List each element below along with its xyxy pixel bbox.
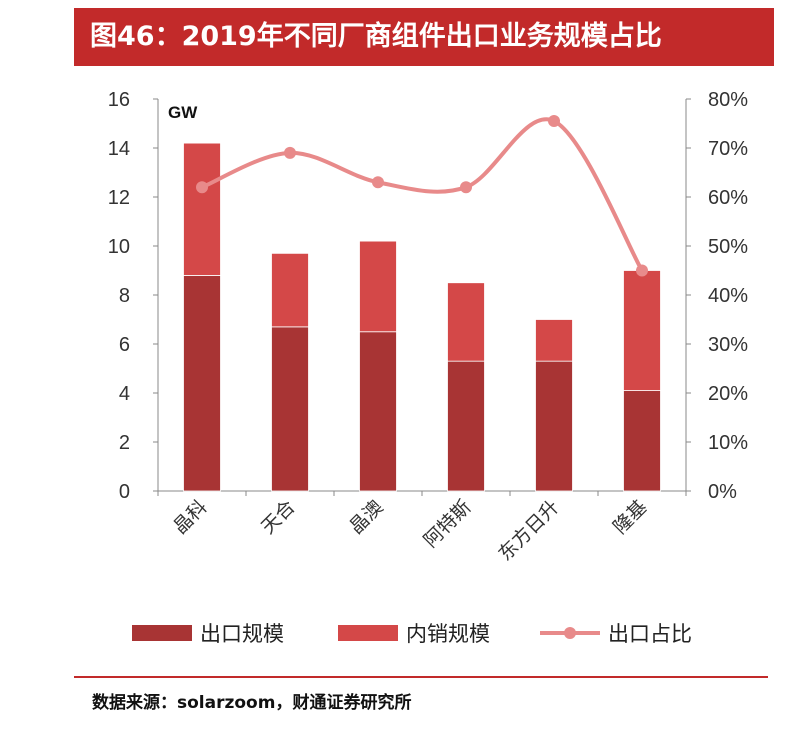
legend-label: 出口占比: [608, 622, 692, 646]
bar-domestic: [623, 270, 661, 391]
legend-swatch: [132, 625, 192, 641]
legend: 出口规模 内销规模 出口占比: [132, 622, 692, 646]
right-tick-label: 60%: [708, 187, 748, 209]
ratio-line-path: [201, 117, 644, 272]
left-tick-label: 0: [119, 481, 130, 503]
left-tick-label: 2: [119, 432, 130, 454]
category-label: 晶澳: [345, 496, 387, 538]
bar-domestic: [359, 240, 397, 333]
bars: [183, 142, 661, 492]
category-label: 天合: [257, 496, 299, 538]
right-tick-label: 20%: [708, 383, 748, 405]
ratio-point: [636, 264, 648, 277]
left-tick-label: 14: [108, 138, 130, 160]
bar-domestic: [271, 252, 309, 328]
left-tick-label: 8: [119, 285, 130, 307]
category-label: 隆基: [609, 496, 651, 538]
left-tick-label: 10: [108, 236, 130, 258]
bar-export: [183, 274, 221, 492]
bar-domestic: [183, 142, 221, 276]
bar-export: [271, 326, 309, 492]
bar-domestic: [535, 319, 573, 362]
ratio-point: [284, 146, 296, 159]
bar-export: [447, 360, 485, 492]
bar-domestic: [447, 282, 485, 362]
category-label: 阿特斯: [420, 496, 476, 552]
bar-export: [623, 390, 661, 492]
right-tick-label: 30%: [708, 334, 748, 356]
divider: [74, 676, 768, 678]
axes: [153, 98, 691, 496]
left-tick-label: 6: [119, 334, 130, 356]
legend-label: 出口规模: [200, 622, 284, 646]
source-note: 数据来源：solarzoom，财通证券研究所: [92, 693, 412, 713]
ratio-line: [196, 115, 648, 277]
bar-export: [359, 331, 397, 492]
bar-export: [535, 360, 573, 492]
right-tick-label: 70%: [708, 138, 748, 160]
category-label: 晶科: [169, 496, 211, 538]
legend-marker: [564, 627, 576, 639]
ratio-point: [372, 176, 384, 189]
right-tick-label: 10%: [708, 432, 748, 454]
figure-title: 图46：2019年不同厂商组件出口业务规模占比: [74, 8, 774, 66]
right-tick-label: 0%: [708, 481, 737, 503]
ratio-point: [460, 181, 472, 194]
left-tick-label: 16: [108, 89, 130, 111]
legend-label: 内销规模: [406, 622, 490, 646]
right-tick-label: 40%: [708, 285, 748, 307]
legend-swatch: [338, 625, 398, 641]
right-tick-label: 50%: [708, 236, 748, 258]
right-tick-label: 80%: [708, 89, 748, 111]
left-tick-label: 4: [119, 383, 130, 405]
tick-labels: 0 2 4 6 8 10 12 14 16 0% 10% 20% 30% 40% 50% 60% 70% 80% G…: [108, 89, 748, 565]
category-label: 东方日升: [494, 496, 563, 565]
left-tick-label: 12: [108, 187, 130, 209]
y-axis-label: GW: [168, 103, 198, 122]
ratio-point: [196, 181, 208, 194]
ratio-point: [548, 115, 560, 128]
